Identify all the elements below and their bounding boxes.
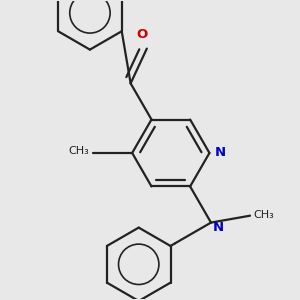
Text: CH₃: CH₃ [254, 209, 274, 220]
Text: CH₃: CH₃ [68, 146, 89, 157]
Text: N: N [212, 221, 224, 234]
Text: O: O [137, 28, 148, 41]
Text: N: N [215, 146, 226, 159]
